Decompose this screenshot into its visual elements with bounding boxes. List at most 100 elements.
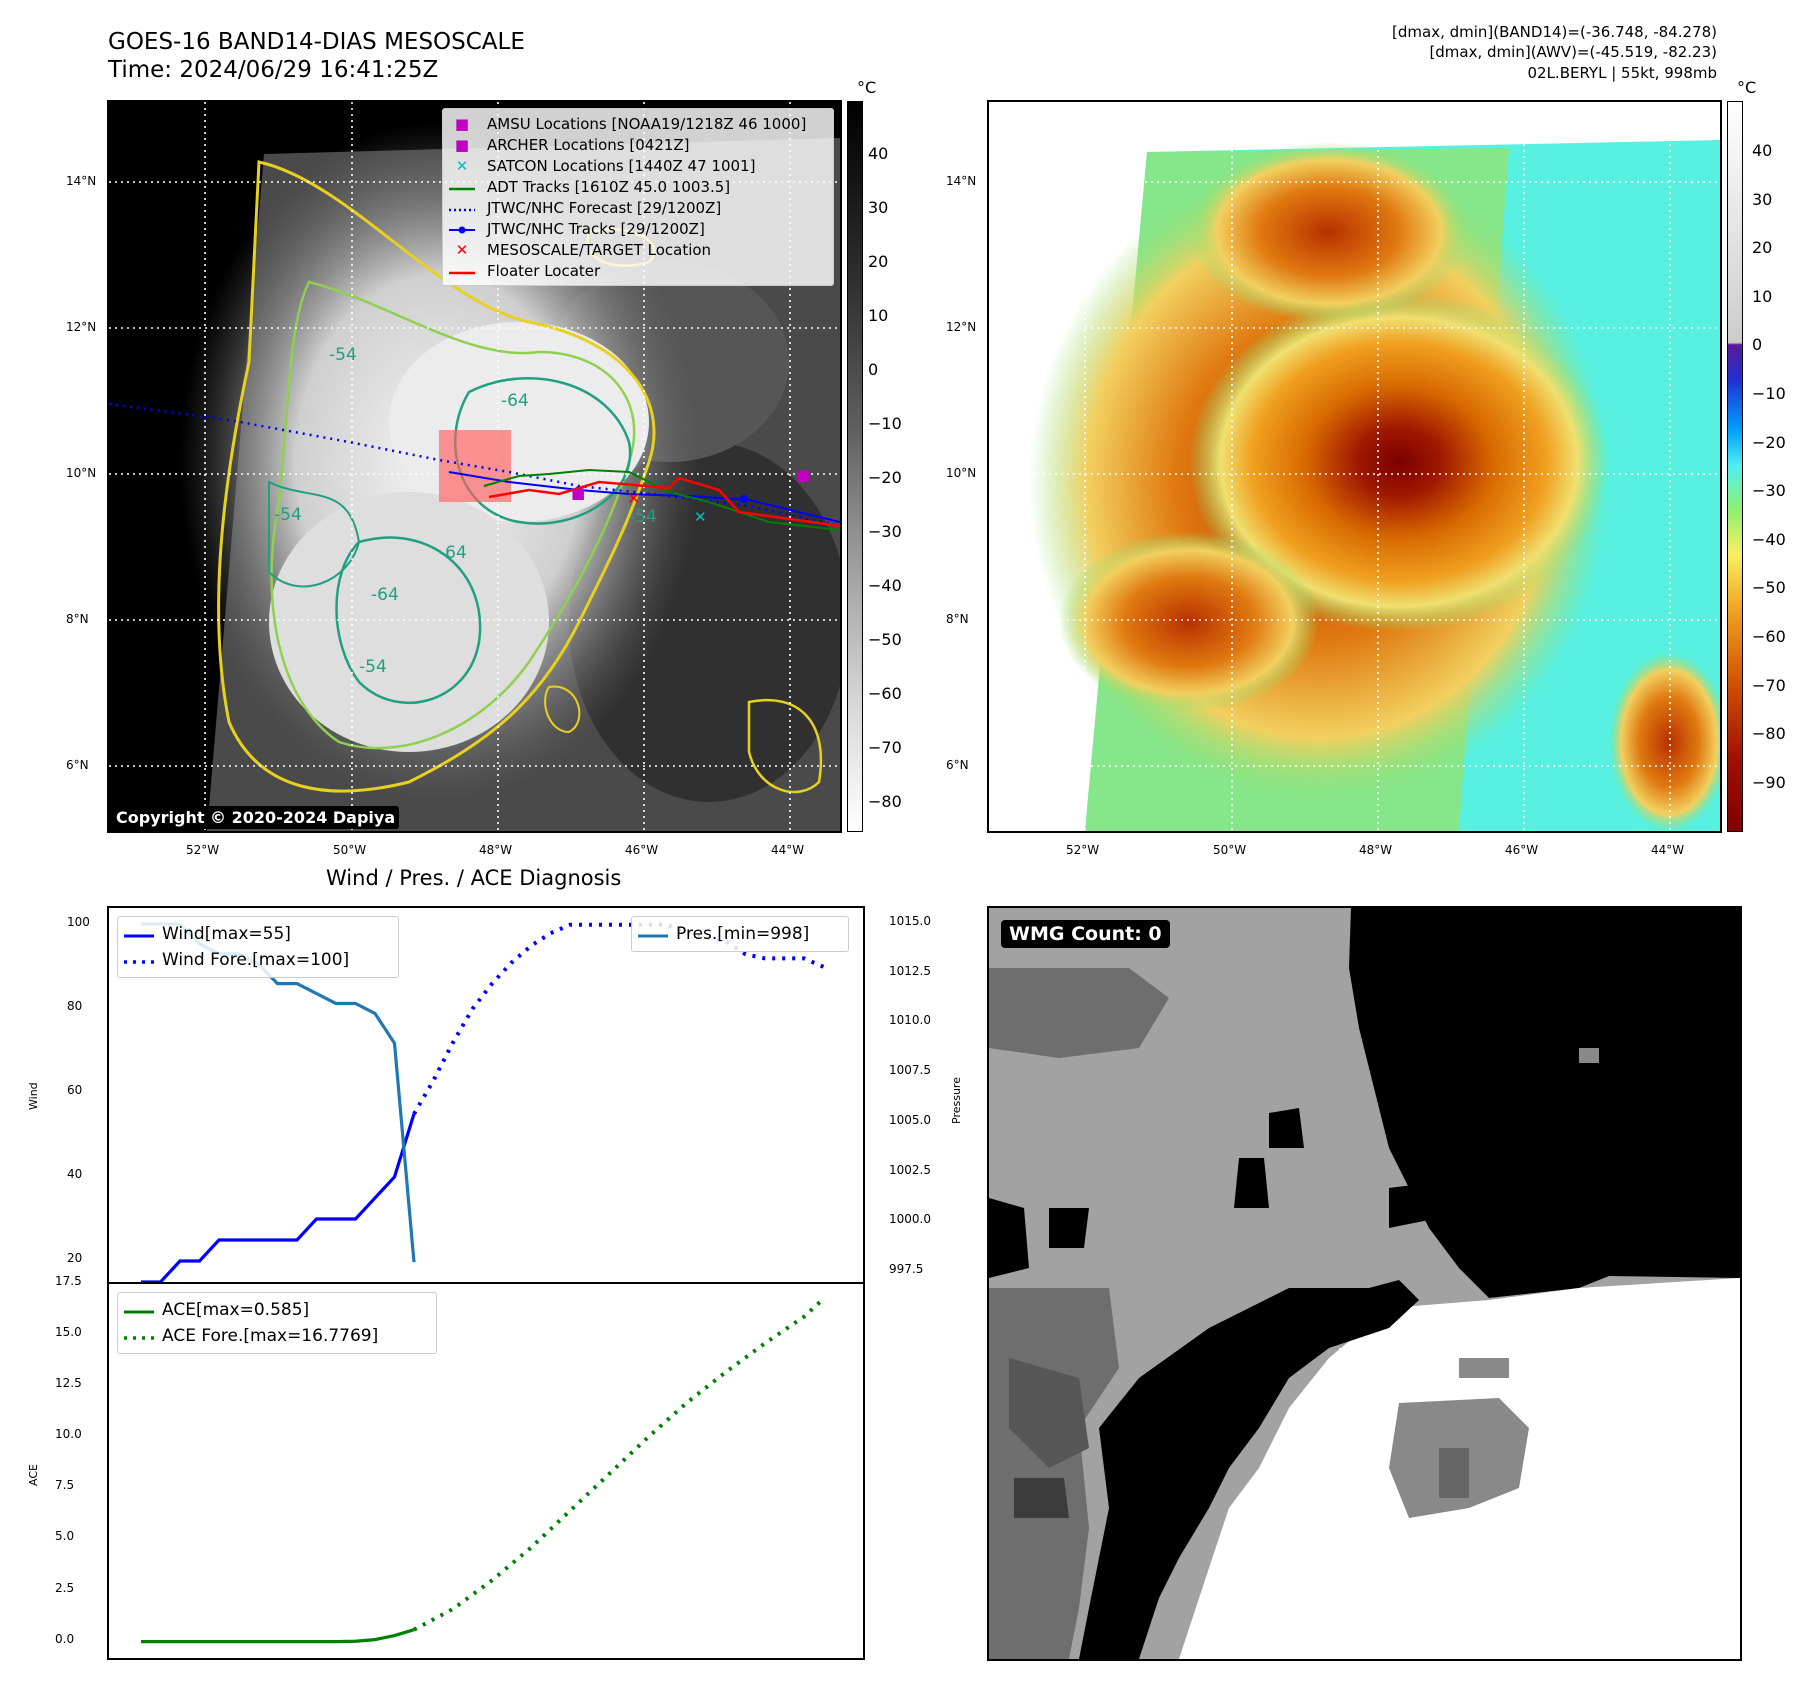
series-line	[141, 1113, 416, 1282]
wmg-count-badge: WMG Count: 0	[1001, 920, 1170, 948]
line-icon	[638, 924, 668, 944]
ace-chart: ACE[max=0.585] ACE Fore.[max=16.7769]	[107, 1282, 865, 1660]
axis-tick-label: 15.0	[55, 1325, 82, 1340]
legend-item: ■ ARCHER Locations [0421Z]	[449, 134, 827, 155]
colorbar-tick-label: −50	[1752, 578, 1786, 598]
square-marker-icon: ■	[454, 114, 470, 133]
map-gridlines	[989, 102, 1720, 831]
colorbar-left-unit: °C	[857, 78, 877, 97]
axis-tick-label: 997.5	[889, 1262, 924, 1277]
colorbar-right-unit: °C	[1737, 78, 1757, 97]
axis-tick-label: 1012.5	[889, 963, 931, 978]
axis-tick-label: 40	[67, 1166, 83, 1181]
color-map-canvas	[989, 102, 1720, 831]
legend-label: ACE[max=0.585]	[162, 1300, 310, 1320]
legend-item: Wind Fore.[max=100]	[124, 947, 392, 973]
lon-tick: 50°W	[1213, 843, 1247, 857]
info-awv: [dmax, dmin](AWV)=(-45.519, -82.23)	[1429, 43, 1717, 61]
colorbar-tick-label: −10	[868, 414, 902, 433]
dotted-line-icon	[124, 1326, 154, 1346]
diagnosis-title: Wind / Pres. / ACE Diagnosis	[326, 866, 622, 890]
lat-tick: 14°N	[946, 174, 977, 188]
contour-label: -54	[359, 657, 387, 677]
line-icon	[124, 924, 154, 944]
dotted-line-icon	[449, 199, 475, 217]
legend-label: JTWC/NHC Tracks [29/1200Z]	[487, 219, 705, 238]
lon-tick: 44°W	[1651, 843, 1685, 857]
axis-tick-label: 60	[67, 1082, 83, 1097]
lon-tick: 48°W	[479, 843, 513, 857]
legend-item: Wind[max=55]	[124, 921, 392, 947]
axis-tick-label: 80	[67, 998, 83, 1013]
colorbar-tick-label: −80	[1752, 724, 1786, 744]
legend-item: ■ AMSU Locations [NOAA19/1218Z 46 1000]	[449, 113, 827, 134]
wind-axis-label: Wind	[27, 1082, 40, 1110]
lat-tick: 8°N	[946, 612, 969, 626]
wind-pressure-chart: Wind[max=55] Wind Fore.[max=100] Pres.[m…	[107, 906, 865, 1284]
pressure-legend: Pres.[min=998]	[631, 916, 849, 952]
colorbar-tick-label: −60	[868, 684, 902, 703]
legend-item: ✕ MESOSCALE/TARGET Location	[449, 239, 827, 260]
contour-label: -64	[439, 543, 467, 563]
lon-tick: 44°W	[771, 843, 805, 857]
legend-item: ACE Fore.[max=16.7769]	[124, 1323, 430, 1349]
legend-item: ADT Tracks [1610Z 45.0 1003.5]	[449, 176, 827, 197]
axis-tick-label: 1015.0	[889, 913, 931, 928]
contour-label: -64	[501, 391, 529, 411]
colorbar-left	[847, 101, 863, 832]
lon-tick: 50°W	[333, 843, 367, 857]
lat-tick: 8°N	[66, 612, 89, 626]
ace-legend: ACE[max=0.585] ACE Fore.[max=16.7769]	[117, 1292, 437, 1354]
figure-title: GOES-16 BAND14-DIAS MESOSCALE	[108, 29, 525, 55]
lat-tick: 10°N	[66, 466, 97, 480]
info-storm: 02L.BERYL | 55kt, 998mb	[1527, 64, 1717, 82]
colorbar-tick-label: −40	[1752, 529, 1786, 549]
lon-tick: 48°W	[1359, 843, 1393, 857]
colorbar-tick-label: −50	[868, 630, 902, 649]
wind-legend: Wind[max=55] Wind Fore.[max=100]	[117, 916, 399, 978]
info-band14: [dmax, dmin](BAND14)=(-36.748, -84.278)	[1392, 23, 1717, 41]
lat-tick: 12°N	[66, 320, 97, 334]
legend-label: ADT Tracks [1610Z 45.0 1003.5]	[487, 177, 731, 196]
legend-label: AMSU Locations [NOAA19/1218Z 46 1000]	[487, 114, 807, 133]
line-icon	[449, 178, 475, 196]
axis-tick-label: 12.5	[55, 1376, 82, 1391]
colorbar-tick-label: −60	[1752, 627, 1786, 646]
colorbar-tick-label: −20	[1752, 432, 1786, 452]
axis-tick-label: 2.5	[55, 1580, 75, 1595]
legend-item: ACE[max=0.585]	[124, 1297, 430, 1323]
ace-plot	[141, 1297, 825, 1644]
series-line	[412, 922, 825, 1115]
figure-time: Time: 2024/06/29 16:41:25Z	[108, 57, 439, 83]
legend-label: MESOSCALE/TARGET Location	[487, 240, 712, 259]
axis-tick-label: 17.5	[55, 1274, 82, 1288]
lon-tick: 46°W	[1505, 843, 1539, 857]
lat-tick: 12°N	[946, 320, 977, 334]
colorbar-tick-label: 40	[1752, 141, 1773, 160]
contour-label: -54	[329, 345, 357, 365]
colorbar-tick-label: 10	[868, 306, 889, 325]
axis-tick-label: 1000.0	[889, 1212, 931, 1227]
colorbar-tick-label: −40	[868, 576, 902, 595]
axis-tick-label: 0.0	[55, 1631, 75, 1646]
colorbar-tick-label: 40	[868, 144, 889, 163]
square-marker-icon: ■	[454, 135, 470, 154]
legend-label: ARCHER Locations [0421Z]	[487, 135, 690, 154]
wmg-map: WMG Count: 0	[987, 906, 1742, 1661]
mesoscale-marker: ✕	[627, 489, 640, 508]
pressure-axis-label: Pressure	[950, 1077, 963, 1124]
colorbar-tick-label: −30	[868, 522, 902, 541]
colorbar-tick-label: 0	[868, 360, 879, 379]
lon-tick: 46°W	[625, 843, 659, 857]
axis-tick-label: 1010.0	[889, 1013, 931, 1028]
colorbar-tick-label: −70	[1752, 675, 1786, 695]
axis-tick-label: 1002.5	[889, 1162, 931, 1177]
satcon-marker: ✕	[694, 508, 707, 526]
legend-label: Pres.[min=998]	[676, 924, 810, 944]
forecast-track	[109, 402, 840, 528]
colorbar-tick-label: −10	[1752, 384, 1786, 403]
colorbar-right	[1727, 101, 1743, 832]
colorbar-tick-label: 30	[1752, 189, 1773, 209]
axis-tick-label: 1007.5	[889, 1063, 931, 1078]
archer-marker: ■	[796, 466, 810, 484]
